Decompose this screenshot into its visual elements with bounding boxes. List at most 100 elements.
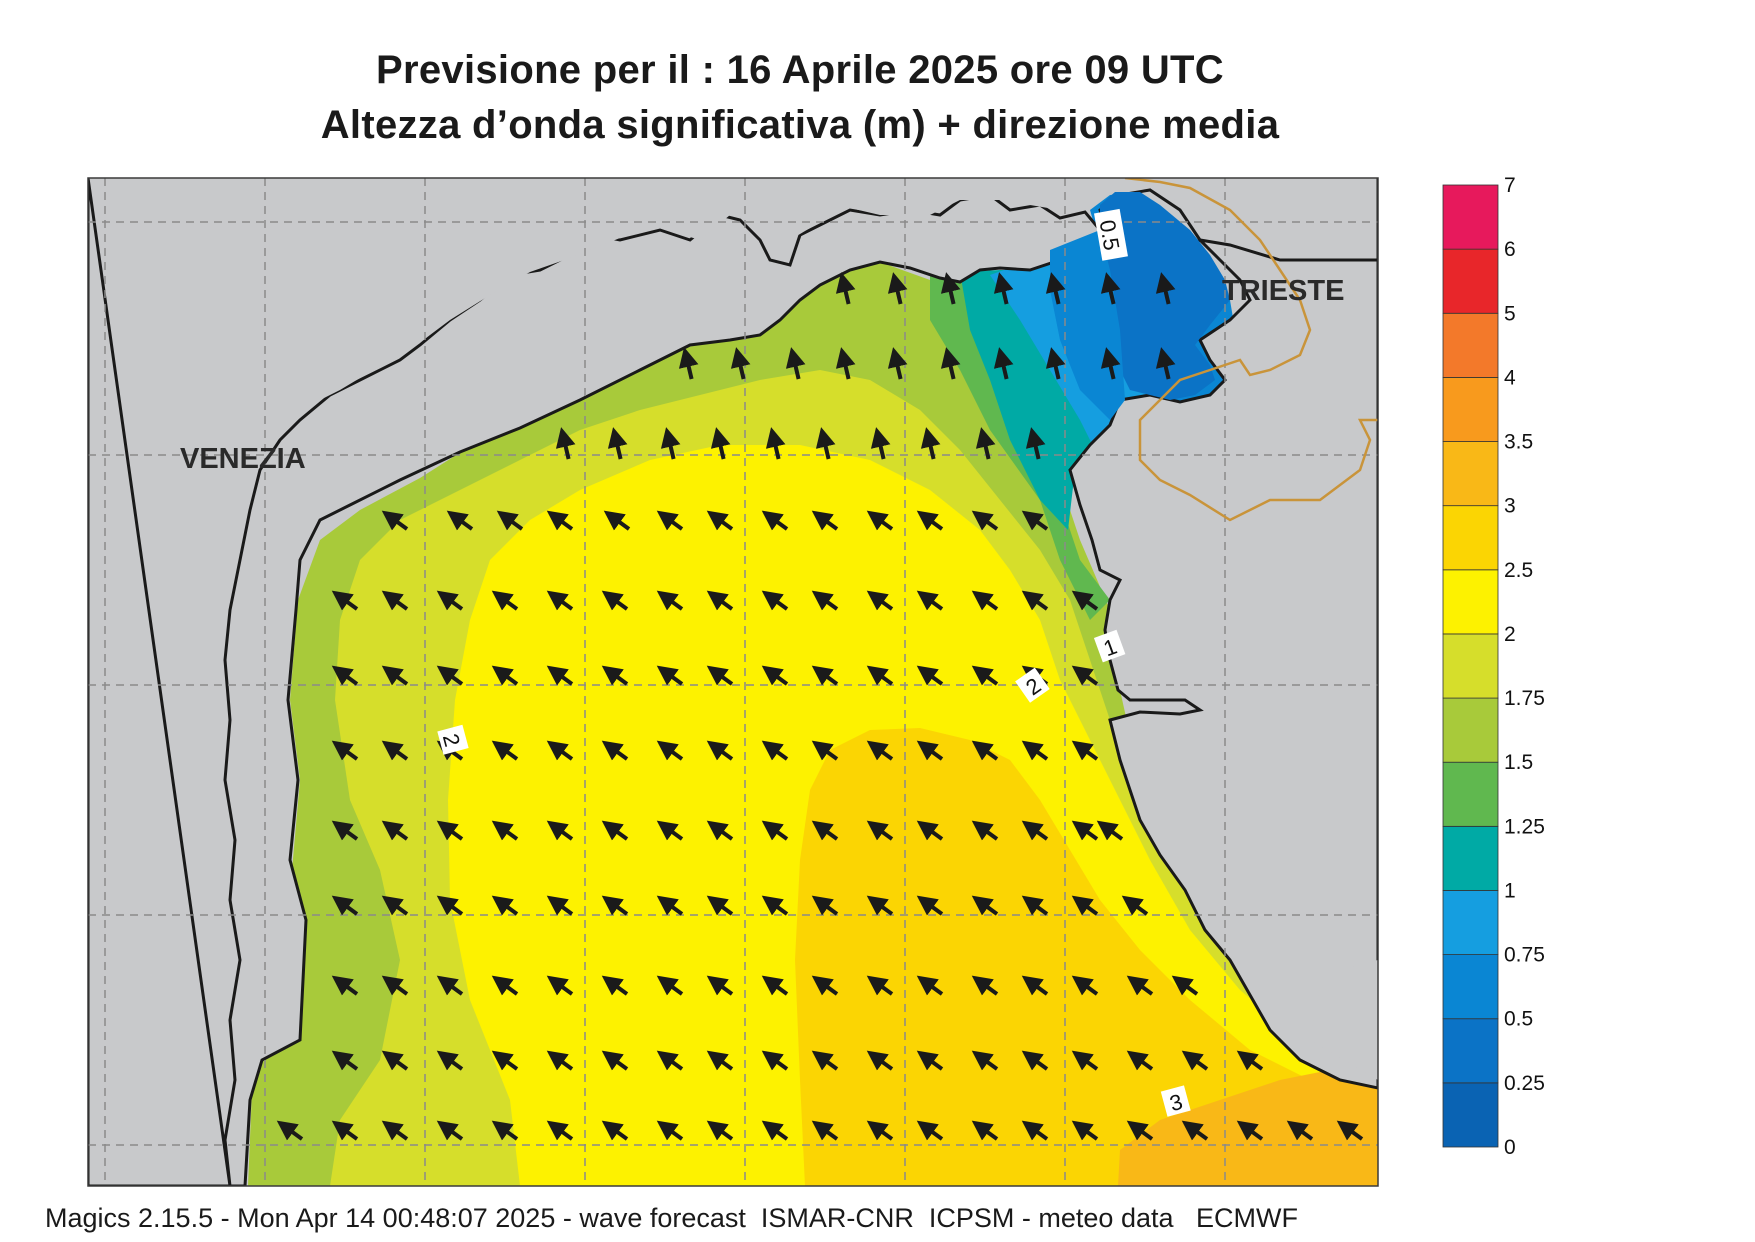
- direction-arrow: [601, 590, 629, 611]
- direction-arrow: [546, 820, 574, 841]
- direction-arrow: [491, 820, 519, 841]
- legend-tick-label: 1.75: [1504, 687, 1545, 710]
- contour-label: 0.5: [1095, 218, 1125, 252]
- direction-arrow: [546, 740, 574, 761]
- wave-direction-arrows: [276, 272, 1364, 1141]
- direction-arrow: [706, 510, 734, 531]
- direction-arrow: [866, 975, 894, 996]
- direction-arrow: [656, 820, 684, 841]
- direction-arrow: [866, 820, 894, 841]
- direction-arrow: [1021, 895, 1049, 916]
- direction-arrow: [706, 820, 734, 841]
- direction-arrow: [331, 740, 359, 761]
- direction-arrow: [436, 1120, 464, 1141]
- map-title-line1: Previsione per il : 16 Aprile 2025 ore 0…: [376, 48, 1224, 92]
- legend-tick-label: 7: [1504, 174, 1516, 197]
- direction-arrow: [601, 665, 629, 686]
- direction-arrow: [491, 895, 519, 916]
- direction-arrow: [656, 975, 684, 996]
- direction-arrow: [993, 347, 1014, 380]
- direction-arrow: [491, 1050, 519, 1071]
- direction-arrow: [546, 510, 574, 531]
- direction-arrow: [916, 590, 944, 611]
- direction-arrow: [811, 590, 839, 611]
- direction-arrow: [331, 1050, 359, 1071]
- legend-tick-label: 6: [1504, 238, 1516, 261]
- direction-arrow: [1126, 1120, 1154, 1141]
- direction-arrow: [866, 1120, 894, 1141]
- direction-arrow: [331, 820, 359, 841]
- direction-arrow: [546, 1050, 574, 1071]
- direction-arrow: [835, 272, 856, 305]
- direction-arrow: [381, 1120, 409, 1141]
- direction-arrow: [331, 895, 359, 916]
- national-border: [1124, 178, 1378, 522]
- direction-arrow: [656, 510, 684, 531]
- direction-arrow: [866, 510, 894, 531]
- direction-arrow: [1021, 740, 1049, 761]
- direction-arrow: [811, 1120, 839, 1141]
- direction-arrow: [1155, 347, 1176, 380]
- footer-credits: Magics 2.15.5 - Mon Apr 14 00:48:07 2025…: [45, 1203, 1298, 1233]
- direction-arrow: [761, 820, 789, 841]
- direction-arrow: [971, 895, 999, 916]
- direction-arrow: [331, 665, 359, 686]
- direction-arrow: [916, 820, 944, 841]
- direction-arrow: [1155, 272, 1176, 305]
- direction-arrow: [993, 272, 1014, 305]
- direction-arrow: [331, 1120, 359, 1141]
- direction-arrow: [1126, 1050, 1154, 1071]
- direction-arrow: [916, 1050, 944, 1071]
- legend-swatch: [1442, 1018, 1499, 1084]
- direction-arrow: [436, 590, 464, 611]
- direction-arrow: [491, 1120, 519, 1141]
- direction-arrow: [656, 665, 684, 686]
- direction-arrow: [381, 590, 409, 611]
- direction-arrow: [1171, 975, 1199, 996]
- direction-arrow: [706, 1050, 734, 1071]
- direction-arrow: [381, 510, 409, 531]
- direction-arrow: [491, 740, 519, 761]
- direction-arrow: [940, 272, 961, 305]
- direction-arrow: [607, 427, 628, 460]
- direction-arrow: [491, 665, 519, 686]
- direction-arrow: [1045, 347, 1066, 380]
- direction-arrow: [866, 1050, 894, 1071]
- legend-swatch: [1442, 761, 1499, 827]
- legend-swatch: [1442, 184, 1499, 250]
- direction-arrow: [656, 1120, 684, 1141]
- direction-arrow: [815, 427, 836, 460]
- direction-arrow: [761, 740, 789, 761]
- direction-arrow: [1021, 820, 1049, 841]
- direction-arrow: [706, 590, 734, 611]
- direction-arrow: [1096, 820, 1124, 841]
- legend-swatch: [1442, 1082, 1499, 1148]
- direction-arrow: [331, 590, 359, 611]
- legend-tick-label: 1.25: [1504, 815, 1545, 838]
- direction-arrow: [1045, 272, 1066, 305]
- direction-arrow: [546, 590, 574, 611]
- direction-arrow: [761, 1050, 789, 1071]
- direction-arrow: [940, 347, 961, 380]
- direction-arrow: [811, 820, 839, 841]
- legend-tick-label: 3.5: [1504, 431, 1533, 454]
- direction-arrow: [656, 1050, 684, 1071]
- direction-arrow: [706, 975, 734, 996]
- contour-label-group: 0.5 1 2 2 3: [437, 208, 1191, 1117]
- direction-arrow: [381, 665, 409, 686]
- city-label-trieste: TRIESTE: [1222, 275, 1344, 307]
- legend-swatch: [1442, 569, 1499, 635]
- direction-arrow: [603, 510, 631, 531]
- direction-arrow: [785, 347, 806, 380]
- direction-arrow: [916, 975, 944, 996]
- direction-arrow: [761, 665, 789, 686]
- direction-arrow: [656, 590, 684, 611]
- direction-arrow: [656, 740, 684, 761]
- legend-tick-label: 2.5: [1504, 559, 1533, 582]
- direction-arrow: [730, 347, 751, 380]
- city-label-venezia: VENEZIA: [180, 443, 306, 475]
- direction-arrow: [916, 895, 944, 916]
- direction-arrow: [761, 975, 789, 996]
- direction-arrow: [971, 820, 999, 841]
- legend-swatch: [1442, 697, 1499, 763]
